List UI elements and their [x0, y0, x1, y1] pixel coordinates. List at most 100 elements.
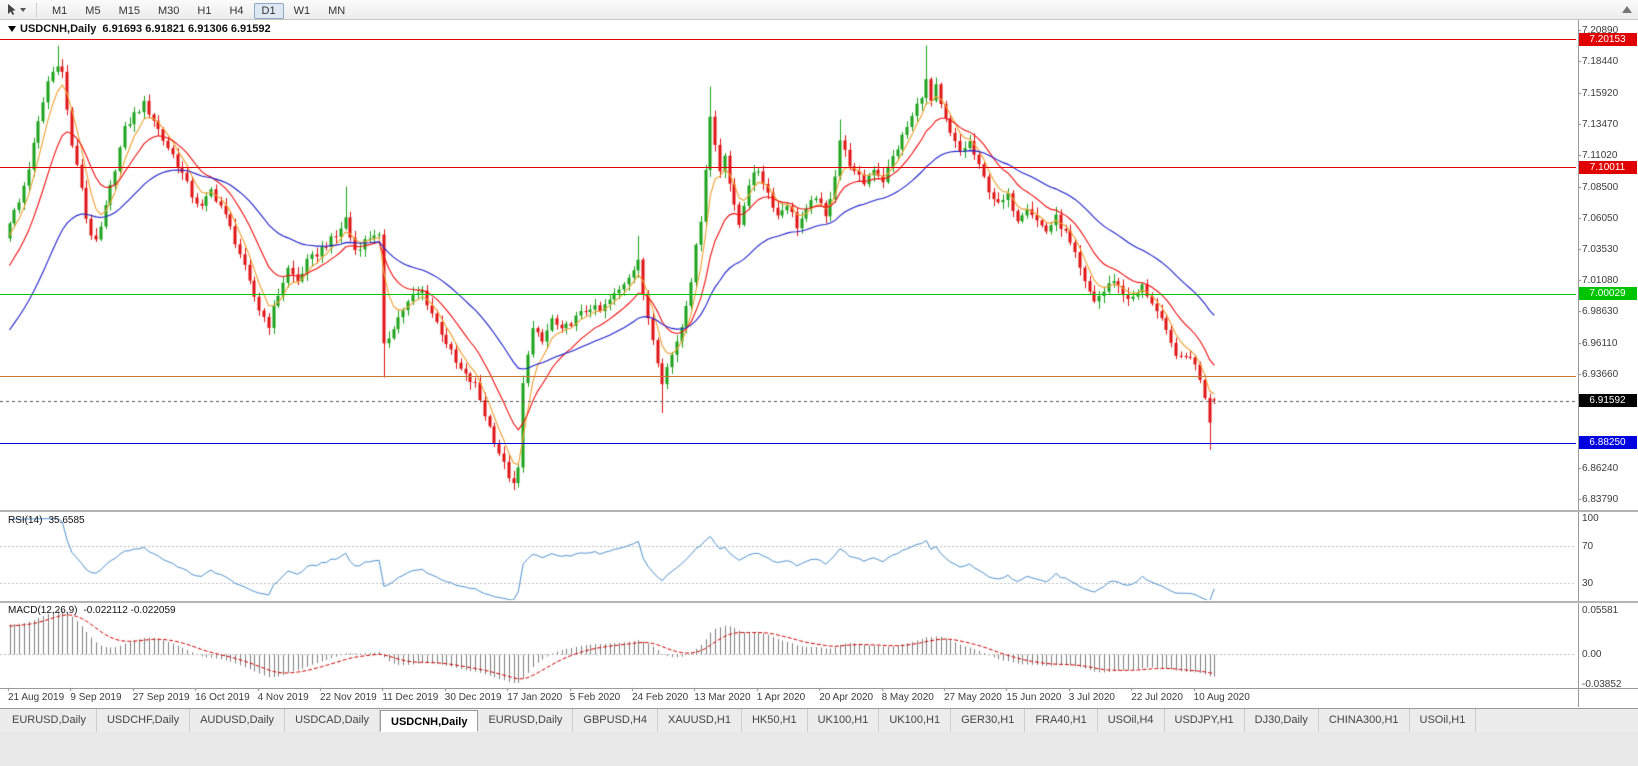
toolbar-separator	[36, 2, 37, 17]
timeframe-toolbar: M1 M5 M15 M30 H1 H4 D1 W1 MN	[0, 0, 1638, 20]
rsi-axis-tick-label: 30	[1582, 578, 1594, 589]
price-axis-tick-label: 6.83790	[1582, 494, 1619, 506]
chart-tab-china300-h1[interactable]: CHINA300,H1	[1319, 709, 1410, 732]
chart-tab-audusd-daily[interactable]: AUDUSD,Daily	[190, 709, 286, 732]
date-axis-label: 24 Feb 2020	[632, 692, 689, 703]
macd-indicator-label: MACD(12,26,9) -0.022112 -0.022059	[8, 605, 176, 616]
timeframe-button-m5[interactable]: M5	[85, 4, 101, 17]
price-axis-tick-label: 7.11020	[1582, 149, 1618, 161]
chart-tab-bar: EURUSD,Daily USDCHF,Daily AUDUSD,Daily USDC…	[0, 708, 1638, 732]
price-level-box: 6.88250	[1578, 436, 1637, 450]
horizontal-level-line[interactable]	[0, 39, 1576, 40]
price-axis-tick-label: 7.15920	[1582, 87, 1619, 99]
timeframe-button-m1[interactable]: M1	[52, 4, 68, 17]
date-axis-label: 9 Sep 2019	[70, 692, 122, 703]
pane-splitter-rsi[interactable]	[0, 510, 1638, 512]
price-level-box: 7.00029	[1578, 287, 1637, 301]
rsi-indicator-label: RSI(14) 35.6585	[8, 515, 85, 526]
price-axis-tick-label: 6.93660	[1582, 369, 1619, 381]
rsi-value: 35.6585	[48, 515, 85, 526]
chart-tab-dj30-daily[interactable]: DJ30,Daily	[1245, 709, 1319, 732]
timeframe-button-w1[interactable]: W1	[293, 4, 311, 17]
date-axis-label: 5 Feb 2020	[569, 692, 621, 703]
status-area	[0, 732, 1638, 766]
price-level-box: 7.20153	[1578, 32, 1637, 46]
chart-title: USDCNH,Daily 6.91693 6.91821 6.91306 6.91…	[8, 23, 271, 35]
price-level-box: 7.10011	[1578, 160, 1637, 174]
current-price-box: 6.91592	[1578, 394, 1637, 408]
pane-splitter-macd[interactable]	[0, 601, 1638, 603]
timeframe-button-mn[interactable]: MN	[328, 4, 346, 17]
chart-tab-usdchf-daily[interactable]: USDCHF,Daily	[97, 709, 191, 732]
chart-tab-usdjpy-h1[interactable]: USDJPY,H1	[1165, 709, 1245, 732]
price-axis-tick-label: 7.13470	[1582, 118, 1619, 130]
timeframe-button-m15[interactable]: M15	[118, 4, 140, 17]
rsi-name: RSI(14)	[8, 515, 43, 526]
horizontal-level-line[interactable]	[0, 294, 1576, 295]
price-axis-tick-label: 6.98630	[1582, 306, 1619, 318]
chart-ohlc-values: 6.91693 6.91821 6.91306 6.91592	[102, 23, 271, 35]
date-axis-label: 20 Apr 2020	[819, 692, 874, 703]
horizontal-level-line[interactable]	[0, 443, 1576, 444]
chart-tab-usoil-h4[interactable]: USOil,H4	[1098, 709, 1165, 732]
rsi-axis-tick-label: 70	[1582, 541, 1594, 552]
price-axis-tick-label: 7.01080	[1582, 275, 1619, 287]
chart-tab-ger30-h1[interactable]: GER30,H1	[951, 709, 1026, 732]
timeframe-button-h1[interactable]: H1	[197, 4, 212, 17]
date-axis-label: 27 May 2020	[944, 692, 1002, 703]
date-axis-label: 22 Jul 2020	[1131, 692, 1183, 703]
chart-tab-fra40-h1[interactable]: FRA40,H1	[1025, 709, 1098, 732]
date-axis-label: 16 Oct 2019	[195, 692, 250, 703]
macd-name: MACD(12,26,9)	[8, 605, 78, 616]
chart-tab-usoil-h1[interactable]: USOil,H1	[1410, 709, 1477, 732]
chart-shift-marker[interactable]	[1622, 6, 1632, 13]
date-axis-label: 27 Sep 2019	[132, 692, 190, 703]
date-axis-label: 10 Aug 2020	[1193, 692, 1250, 703]
chart-tab-usdcad-daily[interactable]: USDCAD,Daily	[285, 709, 381, 732]
price-axis-tick-label: 7.08500	[1582, 181, 1619, 193]
date-axis-label: 4 Nov 2019	[257, 692, 309, 703]
timeframe-buttons-group: M1 M5 M15 M30 H1 H4 D1 W1 MN	[43, 1, 354, 19]
date-axis-label: 22 Nov 2019	[320, 692, 377, 703]
cursor-dropdown-icon[interactable]	[20, 7, 26, 12]
cursor-arrow-icon	[8, 4, 16, 15]
chart-tab-xauusd-h1[interactable]: XAUUSD,H1	[658, 709, 742, 732]
date-axis-label: 13 Mar 2020	[694, 692, 751, 703]
price-axis-tick-label: 6.86240	[1582, 463, 1619, 475]
price-axis-tick-label: 7.18440	[1582, 55, 1619, 67]
macd-axis-tick-label: 0.00	[1582, 648, 1602, 660]
chart-symbol-period: USDCNH,Daily	[20, 23, 97, 35]
price-axis-separator	[1578, 20, 1579, 707]
cursor-tool-icon[interactable]	[6, 3, 17, 16]
symbol-dropdown-icon[interactable]	[8, 26, 16, 32]
date-axis-separator	[0, 688, 1638, 689]
chart-tab-uk100-h1[interactable]: UK100,H1	[879, 709, 952, 732]
chart-tab-usdcnh-daily[interactable]: USDCNH,Daily	[380, 710, 479, 732]
rsi-axis-tick-label: 100	[1582, 513, 1599, 525]
chart-tab-hk50-h1[interactable]: HK50,H1	[742, 709, 808, 732]
date-axis-label: 8 May 2020	[881, 692, 934, 703]
horizontal-level-line[interactable]	[0, 167, 1576, 168]
date-axis-label: 1 Apr 2020	[756, 692, 806, 703]
date-axis-label: 17 Jan 2020	[507, 692, 563, 703]
date-axis-label: 30 Dec 2019	[444, 692, 502, 703]
chart-tab-eurusd-daily[interactable]: EURUSD,Daily	[478, 709, 574, 732]
chart-tab-uk100-h1[interactable]: UK100,H1	[808, 709, 880, 732]
macd-axis-tick-label: 0.05581	[1582, 605, 1619, 616]
date-axis-label: 3 Jul 2020	[1068, 692, 1115, 703]
timeframe-button-d1[interactable]: D1	[253, 2, 284, 19]
horizontal-level-line[interactable]	[0, 376, 1576, 377]
price-axis-tick-label: 7.20890	[1582, 24, 1619, 36]
chart-tab-gbpusd-h4[interactable]: GBPUSD,H4	[573, 709, 658, 732]
date-axis-label: 21 Aug 2019	[8, 692, 65, 703]
date-axis-label: 11 Dec 2019	[382, 692, 439, 703]
date-axis-label: 15 Jun 2020	[1006, 692, 1062, 703]
timeframe-button-h4[interactable]: H4	[229, 4, 244, 17]
timeframe-button-m30[interactable]: M30	[157, 4, 180, 17]
chart-tab-eurusd-daily[interactable]: EURUSD,Daily	[2, 709, 97, 732]
macd-axis-tick-label: -0.03852	[1582, 679, 1622, 690]
macd-values: -0.022112 -0.022059	[83, 605, 176, 616]
